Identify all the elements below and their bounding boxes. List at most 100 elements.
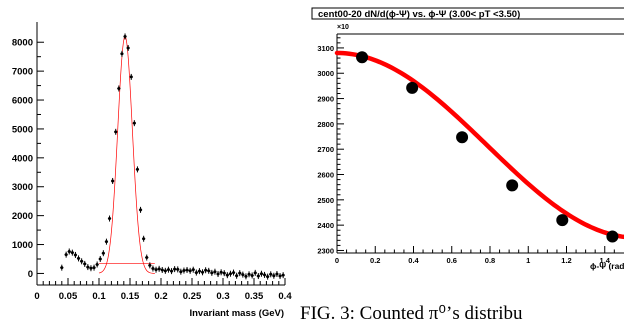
left-data-point <box>179 268 183 275</box>
left-data-point <box>244 273 248 280</box>
left-data-point <box>76 255 81 262</box>
left-point-marker <box>235 274 239 278</box>
left-point-marker <box>73 253 77 257</box>
left-data-point <box>60 264 64 271</box>
right-y-tick-label: 2300 <box>317 246 334 255</box>
left-data-point <box>135 166 140 173</box>
left-y-tick-label: 8000 <box>12 38 33 49</box>
left-point-marker <box>104 240 108 244</box>
left-point-marker <box>207 269 211 273</box>
right-data-point <box>406 81 419 94</box>
left-data-point <box>256 273 260 280</box>
left-point-marker <box>101 251 105 255</box>
left-data-point <box>92 264 96 271</box>
left-data-point <box>250 272 254 279</box>
left-data-point <box>275 271 279 278</box>
right-title-box <box>311 7 624 20</box>
right-x-axis-label: ϕ-Ψ (rad <box>590 261 624 271</box>
left-x-tick-label: 0 <box>34 291 39 302</box>
right-y-tick-label: 2900 <box>317 95 334 104</box>
left-data-point <box>176 266 180 273</box>
left-data-point <box>107 215 112 222</box>
left-data-point <box>222 270 226 277</box>
left-point-marker <box>188 269 192 273</box>
left-data-point <box>157 265 161 272</box>
right-cosine-fit <box>334 50 624 240</box>
left-point-marker <box>253 271 257 275</box>
left-point-marker <box>163 269 167 273</box>
left-point-marker <box>166 268 170 272</box>
left-data-point <box>173 266 177 273</box>
left-data-point <box>73 251 78 258</box>
right-y-multiplier: ×10 <box>337 24 349 31</box>
left-data-point <box>138 206 143 213</box>
left-data-point <box>80 258 84 265</box>
left-data-point <box>188 267 192 274</box>
left-point-marker <box>216 272 220 276</box>
left-point-marker <box>182 269 186 273</box>
left-data-point <box>191 266 195 273</box>
right-x-tick-label: 0.2 <box>370 256 380 265</box>
left-point-marker <box>89 266 93 270</box>
left-point-marker <box>201 270 205 274</box>
left-point-marker <box>191 268 195 272</box>
left-data-point <box>67 248 71 255</box>
left-y-tick-label: 0 <box>28 269 33 280</box>
left-data-point <box>200 269 205 276</box>
left-data-point <box>142 235 146 242</box>
right-y-tick-label: 3000 <box>317 69 334 78</box>
left-y-tick-label: 7000 <box>12 67 33 78</box>
left-point-marker <box>145 256 149 260</box>
left-data-point <box>101 250 105 257</box>
left-y-ticks: 0 1000 2000 3000 4000 5000 6000 7000 8000 <box>12 38 44 280</box>
left-point-marker <box>247 272 251 276</box>
left-data-points <box>60 33 285 280</box>
left-point-marker <box>173 267 177 271</box>
right-fit-curve <box>334 50 624 240</box>
left-data-point <box>86 264 90 271</box>
left-data-point <box>166 266 171 273</box>
right-data-points <box>356 51 619 243</box>
right-x-tick-label: 1 <box>526 256 530 265</box>
left-point-marker <box>222 271 226 275</box>
left-x-ticks: 0 0.05 0.1 0.15 0.2 0.25 0.3 0.35 0.4 <box>34 278 292 302</box>
left-x-tick-label: 0.25 <box>183 291 202 302</box>
left-gaussian-fit <box>98 36 155 274</box>
left-y-tick-label: 5000 <box>12 124 33 135</box>
left-data-point <box>123 33 127 40</box>
left-point-marker <box>213 270 217 274</box>
left-data-point <box>238 270 242 277</box>
left-data-point <box>148 262 152 269</box>
right-x-tick-label: 0.8 <box>485 256 495 265</box>
left-point-marker <box>259 272 263 276</box>
left-x-tick-label: 0.15 <box>121 291 140 302</box>
left-point-marker <box>269 272 273 276</box>
left-point-marker <box>244 274 248 278</box>
right-y-ticks: 2300 2400 2500 2600 2700 2800 2900 3000 3100 <box>317 37 344 255</box>
left-data-point <box>266 273 270 280</box>
figure-caption: FIG. 3: Counted π⁰’s distribu <box>300 303 523 324</box>
left-point-marker <box>179 270 183 274</box>
left-point-marker <box>170 269 174 273</box>
left-data-point <box>126 45 130 52</box>
left-point-marker <box>120 52 124 56</box>
right-chart-title: cent00-20 dN/d(ϕ-Ψ) vs. ϕ-Ψ (3.00< pT <3… <box>318 9 520 20</box>
left-point-marker <box>80 259 84 263</box>
left-data-point <box>163 267 167 274</box>
right-data-point <box>556 214 569 227</box>
left-x-tick-label: 0.1 <box>92 291 106 302</box>
left-point-marker <box>275 272 279 276</box>
left-point-marker <box>135 167 139 171</box>
left-point-marker <box>142 237 146 241</box>
left-point-marker <box>129 75 133 79</box>
left-point-marker <box>250 273 254 277</box>
left-data-point <box>213 268 217 275</box>
left-data-point <box>114 128 118 135</box>
left-data-point <box>247 271 251 278</box>
left-data-point <box>132 120 136 127</box>
left-point-marker <box>98 257 102 261</box>
left-point-marker <box>204 268 208 272</box>
right-data-point <box>606 230 619 243</box>
left-data-point <box>278 273 282 280</box>
